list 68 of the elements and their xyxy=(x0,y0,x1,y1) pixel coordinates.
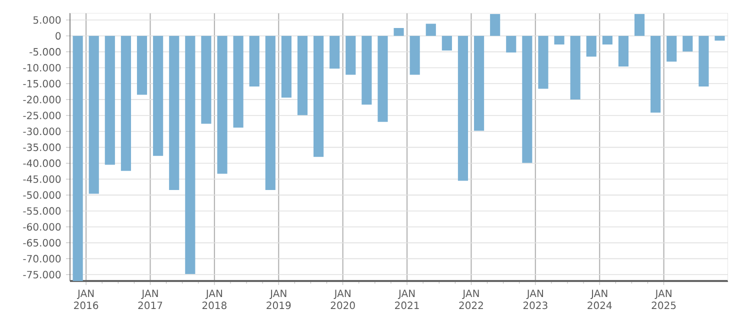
bar xyxy=(442,36,452,51)
bar xyxy=(153,36,164,156)
bar xyxy=(330,36,340,69)
x-tick-label: JAN 2025 xyxy=(652,290,676,310)
bar xyxy=(281,36,292,98)
bar xyxy=(554,36,564,44)
bar xyxy=(682,36,693,52)
y-tick-label: -5.000 xyxy=(30,48,61,56)
bar xyxy=(201,36,212,124)
bar xyxy=(698,36,709,87)
bar xyxy=(169,36,180,190)
bar xyxy=(650,36,661,113)
bar xyxy=(394,28,404,36)
y-tick-label: -25.000 xyxy=(23,112,61,120)
y-tick-label: 5.000 xyxy=(33,16,61,24)
y-tick-label: -65.000 xyxy=(23,239,61,247)
bar xyxy=(426,24,436,36)
bar xyxy=(378,36,388,122)
bar xyxy=(474,36,484,131)
bar xyxy=(72,36,83,281)
y-tick-label: -55.000 xyxy=(23,207,61,215)
y-tick-label: -50.000 xyxy=(23,191,61,199)
y-tick-label: -15.000 xyxy=(23,80,61,88)
bar xyxy=(714,36,725,41)
bar xyxy=(490,14,500,36)
bar xyxy=(586,36,596,57)
x-tick-label: JAN 2020 xyxy=(330,290,355,310)
bar xyxy=(666,36,677,62)
x-tick-label: JAN 2019 xyxy=(266,290,291,310)
y-tick-label: -70.000 xyxy=(23,254,61,262)
y-tick-label: -60.000 xyxy=(23,223,61,231)
x-tick-label: JAN 2017 xyxy=(138,290,162,310)
bar xyxy=(136,36,148,95)
bar xyxy=(634,14,645,36)
bar xyxy=(538,36,548,89)
bar xyxy=(314,36,324,157)
x-tick-label: JAN 2021 xyxy=(395,290,419,310)
bar xyxy=(570,36,580,100)
bar xyxy=(506,36,516,52)
bar xyxy=(362,36,372,105)
x-tick-label: JAN 2018 xyxy=(202,290,226,310)
x-tick-label: JAN 2023 xyxy=(523,290,548,310)
bar xyxy=(297,36,308,116)
y-tick-label: -10.000 xyxy=(23,64,61,72)
bar xyxy=(265,36,276,190)
x-tick-label: JAN 2022 xyxy=(459,290,483,310)
x-tick-label: JAN 2016 xyxy=(74,290,98,310)
bar xyxy=(120,36,132,171)
bar xyxy=(88,36,99,194)
bar xyxy=(410,36,420,75)
y-tick-label: -40.000 xyxy=(23,159,61,168)
bar xyxy=(522,36,532,163)
x-tick-label: JAN 2024 xyxy=(588,290,612,310)
y-tick-label: -35.000 xyxy=(23,144,61,152)
bar xyxy=(217,36,228,174)
y-tick-label: 0 xyxy=(56,32,61,40)
bar xyxy=(618,36,629,66)
bar xyxy=(346,36,356,75)
bar xyxy=(185,36,196,274)
y-tick-label: -20.000 xyxy=(23,96,61,104)
bar xyxy=(233,36,244,128)
bar xyxy=(249,36,260,87)
y-tick-label: -45.000 xyxy=(23,175,61,183)
bar xyxy=(458,36,468,181)
y-tick-label: -30.000 xyxy=(23,128,61,136)
bar xyxy=(602,36,612,44)
bar xyxy=(104,36,115,165)
y-tick-label: -75.000 xyxy=(23,270,61,278)
